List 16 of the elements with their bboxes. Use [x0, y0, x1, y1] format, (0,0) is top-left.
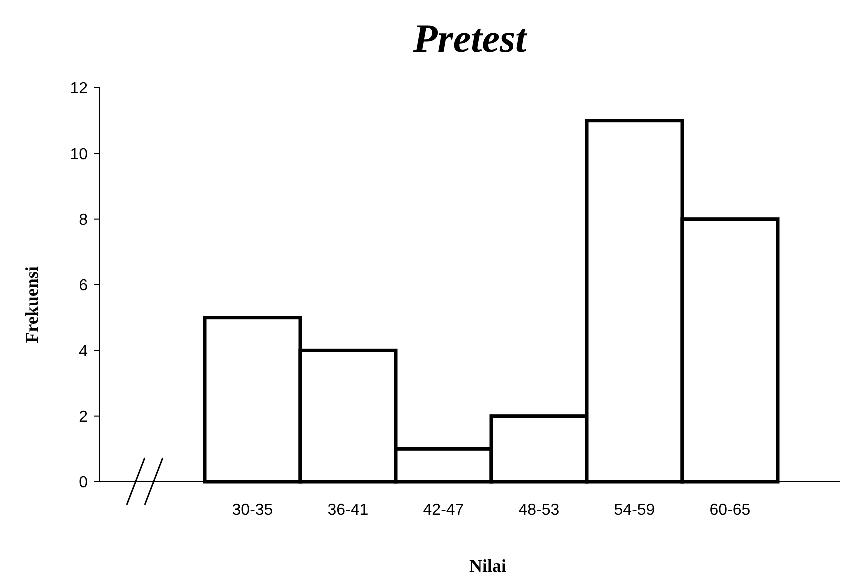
x-tick-label: 30-35 [232, 502, 274, 519]
y-tick-label: 0 [79, 474, 88, 492]
x-tick-label: 60-65 [710, 502, 751, 519]
y-tick-label: 6 [79, 278, 88, 295]
chart-title: Pretest [412, 16, 529, 61]
y-tick-label: 10 [70, 146, 88, 164]
y-tick-label: 2 [79, 408, 88, 426]
x-tick-label: 42-47 [423, 502, 464, 519]
y-axis-title: Frekuensi [22, 266, 42, 344]
x-tick-label: 54-59 [614, 502, 656, 519]
y-tick-label: 8 [79, 212, 88, 229]
x-tick-label: 48-53 [518, 502, 560, 519]
y-tick-label: 4 [79, 343, 88, 360]
y-tick-label: 12 [70, 80, 88, 98]
x-tick-label: 36-41 [328, 502, 369, 519]
x-axis-title: Nilai [469, 556, 507, 576]
